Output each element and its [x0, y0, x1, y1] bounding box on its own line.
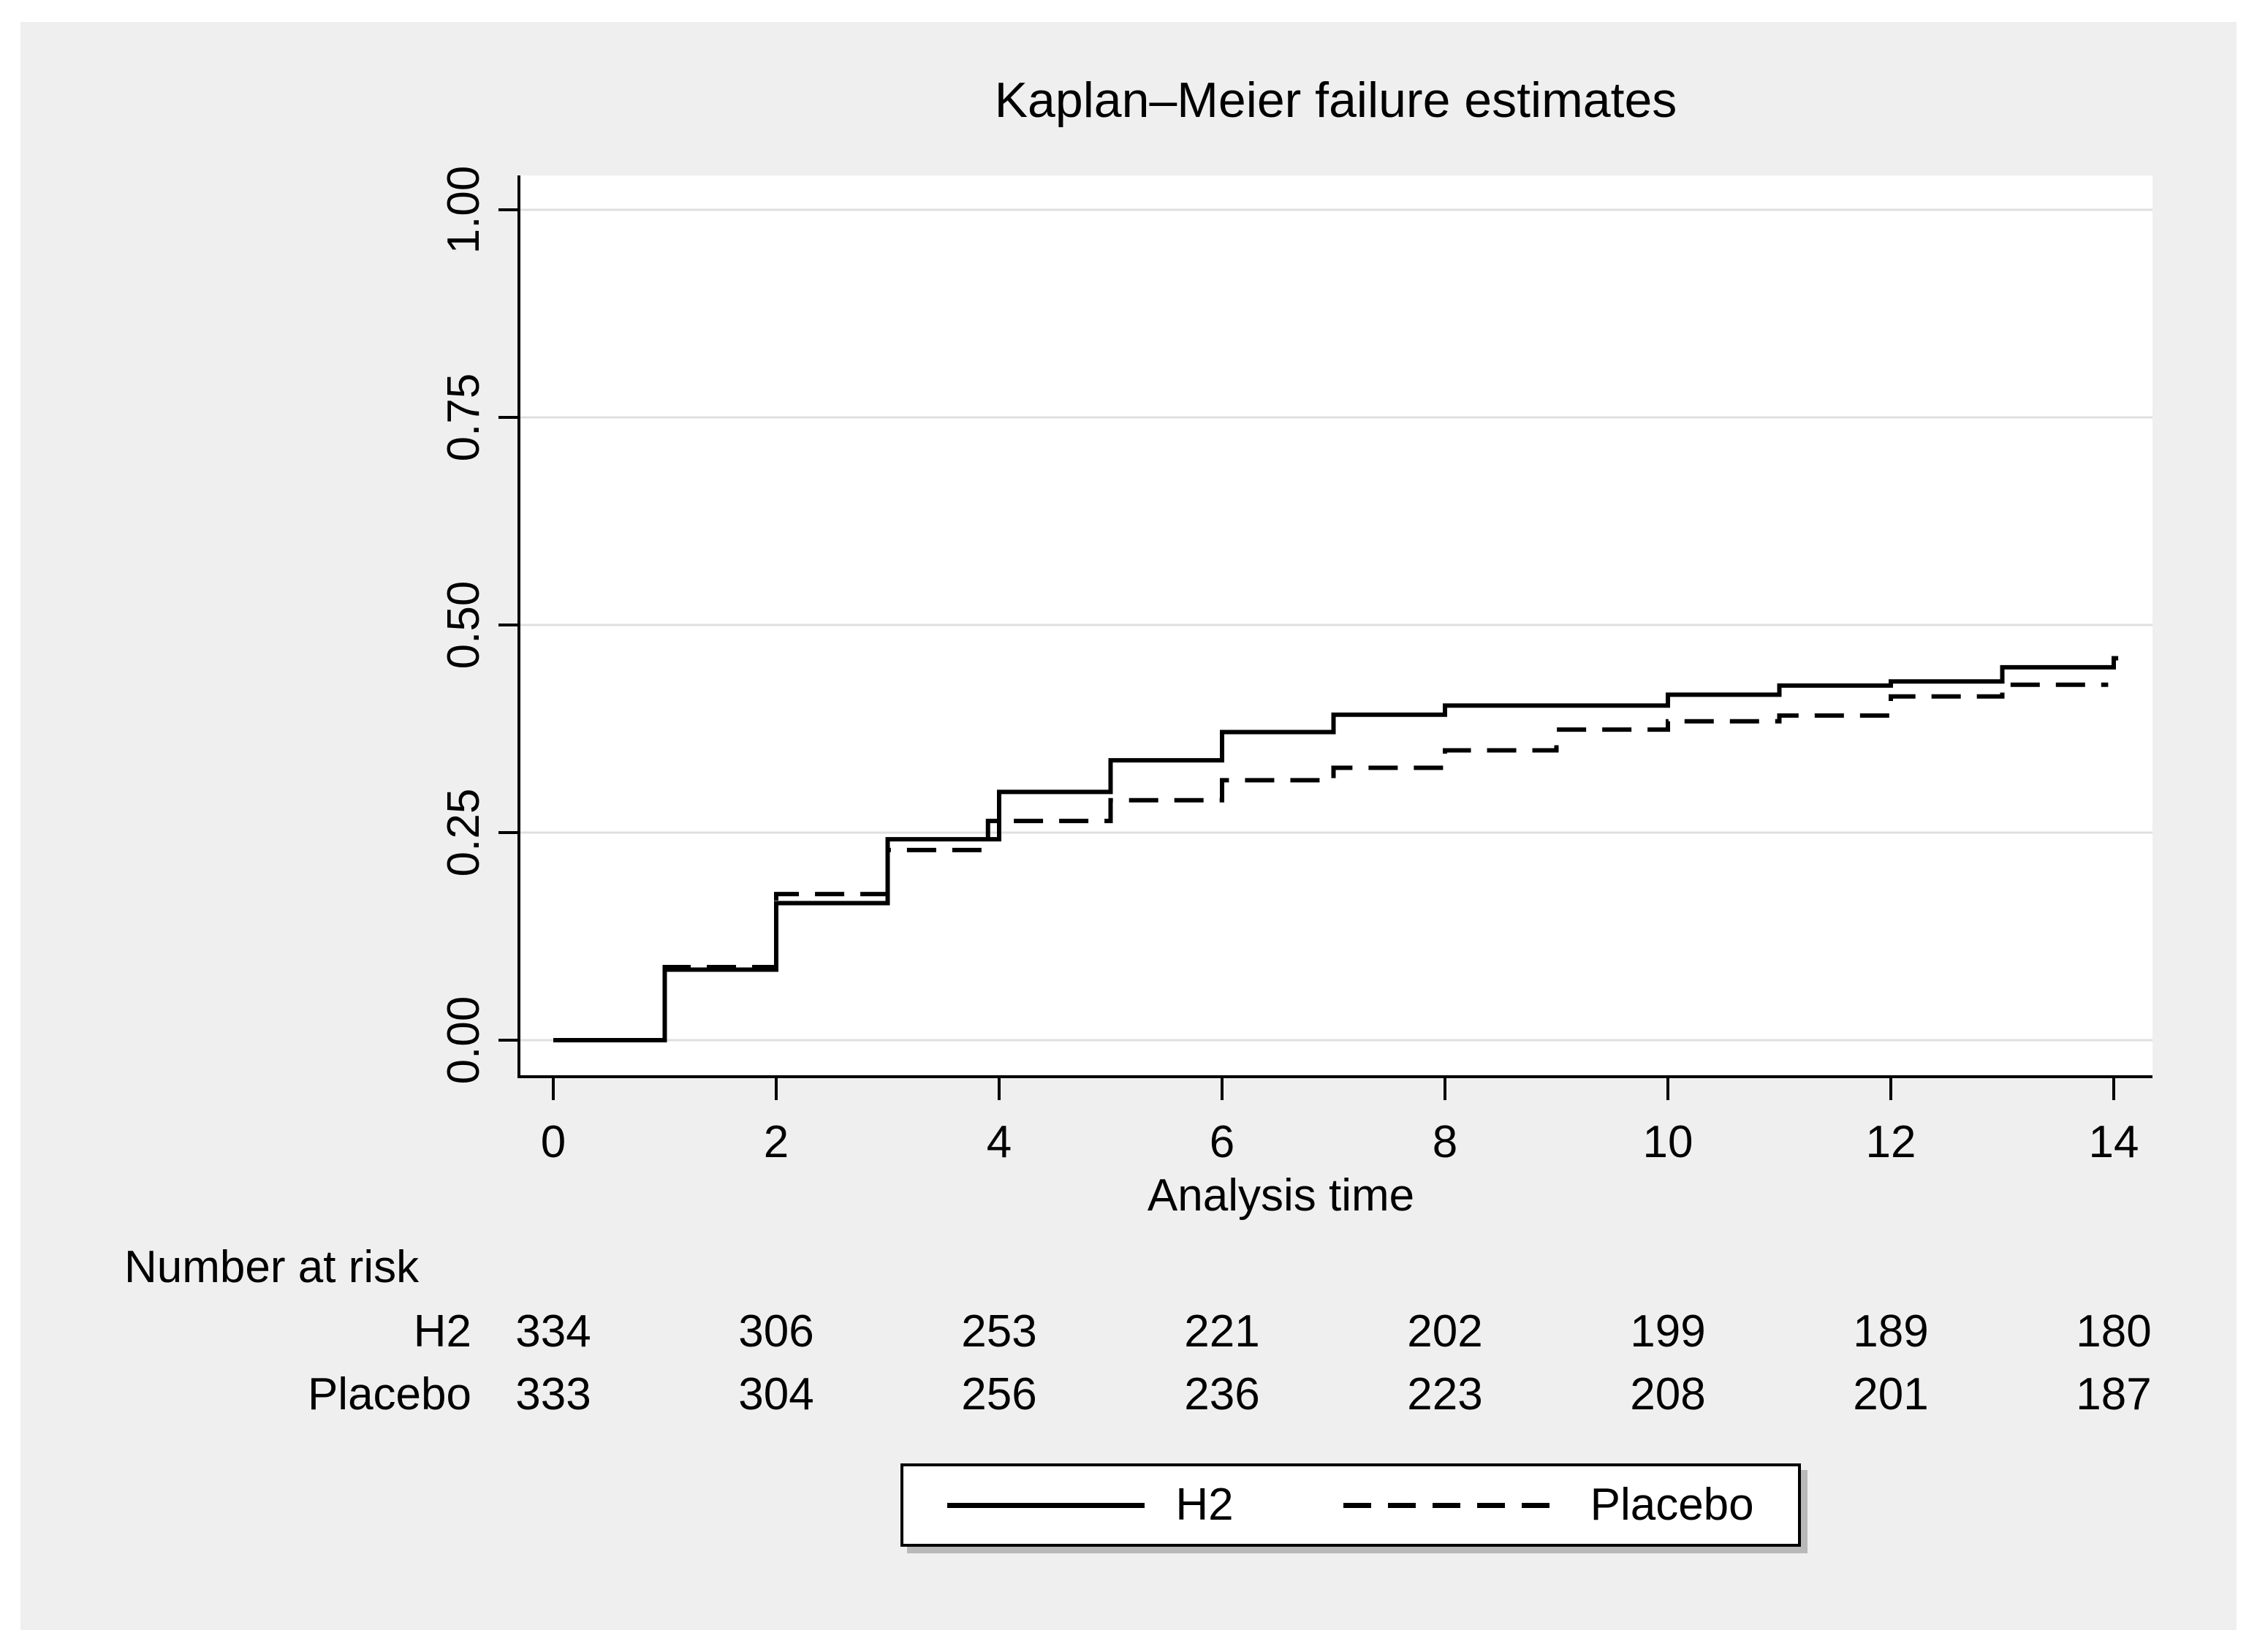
risk-value: 253	[961, 1306, 1037, 1357]
chart-title: Kaplan–Meier failure estimates	[994, 72, 1677, 128]
legend-box: H2 Placebo	[900, 1463, 1801, 1547]
placebo-curve	[553, 682, 2109, 1042]
risk-value: 306	[738, 1306, 814, 1357]
risk-value: 187	[2076, 1369, 2152, 1420]
x-tick-label: 4	[987, 1117, 1012, 1167]
legend-solid-line-icon	[947, 1502, 1145, 1508]
x-tick-label: 6	[1210, 1117, 1234, 1167]
y-tick-label: 0.00	[439, 996, 489, 1085]
x-tick-label: 0	[541, 1117, 566, 1167]
risk-value: 221	[1184, 1306, 1260, 1357]
risk-value: 180	[2076, 1306, 2152, 1357]
risk-row-label-placebo: Placebo	[307, 1369, 471, 1420]
x-tick-label: 10	[1643, 1117, 1693, 1167]
risk-value: 199	[1630, 1306, 1706, 1357]
risk-value: 236	[1184, 1369, 1260, 1420]
risk-value: 201	[1853, 1369, 1929, 1420]
x-tick-label: 14	[2089, 1117, 2139, 1167]
risk-value: 304	[738, 1369, 814, 1420]
risk-value: 208	[1630, 1369, 1706, 1420]
x-axis-title: Analysis time	[1147, 1170, 1415, 1221]
legend-dashed-line-icon	[1343, 1502, 1560, 1508]
x-tick-label: 2	[764, 1117, 789, 1167]
x-tick-label: 12	[1866, 1117, 1916, 1167]
risk-row-label-h2: H2	[413, 1306, 471, 1357]
y-tick-label: 0.25	[439, 789, 489, 877]
y-tick-label: 0.75	[439, 374, 489, 462]
risk-value: 202	[1407, 1306, 1483, 1357]
number-at-risk-header: Number at risk	[124, 1242, 420, 1292]
risk-value: 256	[961, 1369, 1037, 1420]
x-tick-label: 8	[1433, 1117, 1457, 1167]
y-tick-label: 0.50	[439, 581, 489, 670]
risk-value: 334	[515, 1306, 591, 1357]
h2-curve	[553, 656, 2119, 1042]
legend-label-h2: H2	[1175, 1479, 1234, 1530]
risk-value: 189	[1853, 1306, 1929, 1357]
risk-value: 333	[515, 1369, 591, 1420]
y-tick-label: 1.00	[439, 166, 489, 254]
legend-label-placebo: Placebo	[1590, 1479, 1754, 1530]
risk-value: 223	[1407, 1369, 1483, 1420]
